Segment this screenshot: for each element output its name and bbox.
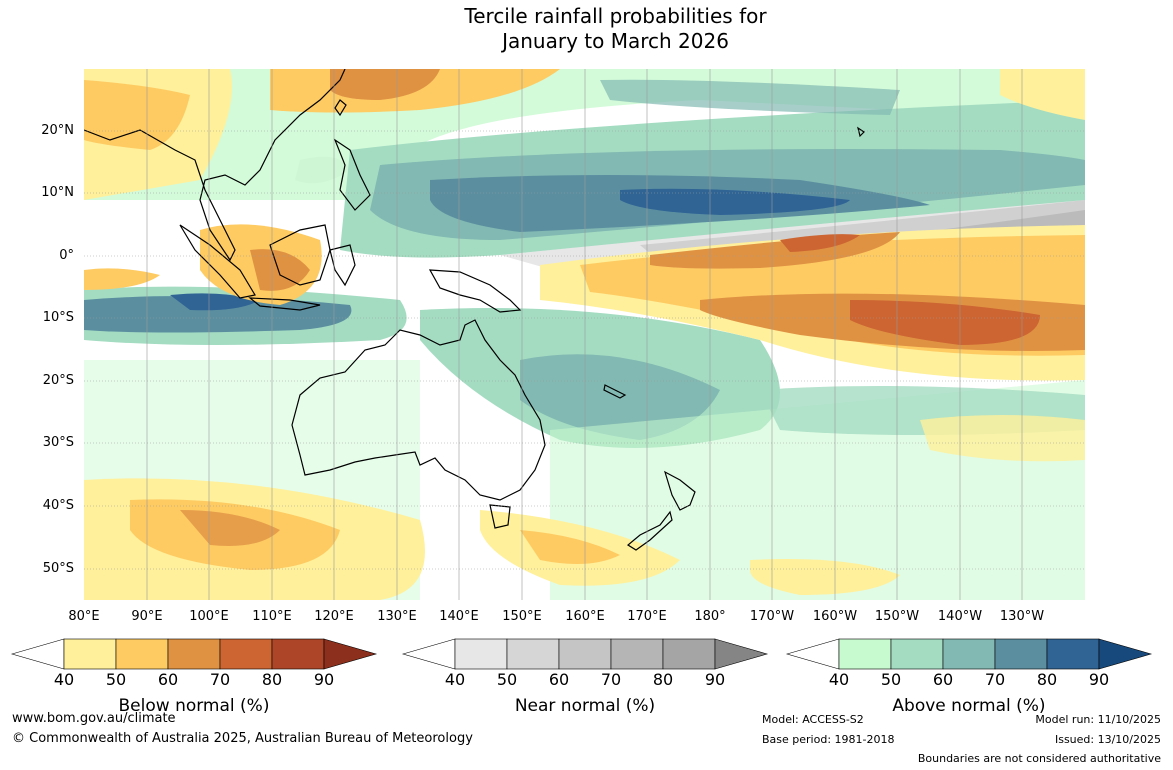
lat-label: 20°S	[42, 373, 74, 388]
lon-label: 90°E	[131, 609, 163, 624]
lat-label: 10°S	[42, 310, 74, 325]
colorbar-under-triangle	[10, 638, 65, 670]
colorbar-under-triangle	[785, 638, 840, 670]
lon-label: 170°W	[749, 609, 795, 624]
colorbar-tick: 80	[652, 670, 674, 689]
colorbar-tick: 70	[984, 670, 1006, 689]
colorbar-swatch	[271, 638, 325, 670]
colorbar-under-triangle	[401, 638, 456, 670]
model-name: Model: ACCESS-S2	[762, 713, 864, 726]
source-url[interactable]: www.bom.gov.au/climate	[12, 711, 176, 726]
graticule	[84, 130, 1085, 570]
near-normal-colorbar	[401, 638, 769, 670]
meridians	[146, 69, 1023, 600]
new-guinea-outline	[428, 269, 522, 313]
lon-label: 150°W	[874, 609, 920, 624]
colorbar-tick: 60	[157, 670, 179, 689]
colorbar-swatch	[167, 638, 221, 670]
colorbar-tick: 40	[828, 670, 850, 689]
lat-label: 40°S	[42, 498, 74, 513]
issued-date: Issued: 13/10/2025	[1054, 733, 1161, 746]
sumatra-outline	[179, 224, 256, 299]
asia-mainland-outline	[84, 69, 346, 262]
title-line-1: Tercile rainfall probabilities for	[464, 4, 767, 28]
lon-label: 110°E	[252, 609, 292, 624]
colorbar-over-triangle	[323, 638, 378, 670]
colorbar-swatch	[890, 638, 944, 670]
colorbar-swatch	[662, 638, 716, 670]
lon-label: 130°W	[999, 609, 1045, 624]
australia-outline	[291, 319, 546, 501]
lat-label: 30°S	[42, 435, 74, 450]
lon-label: 170°E	[627, 609, 667, 624]
colorbar-tick: 80	[261, 670, 283, 689]
lon-label: 160°W	[812, 609, 858, 624]
below-normal-colorbar	[10, 638, 378, 670]
base-period: Base period: 1981-2018	[762, 733, 895, 746]
colorbar-swatch	[506, 638, 560, 670]
colorbar-swatch	[942, 638, 996, 670]
colorbar-tick: 90	[313, 670, 335, 689]
colorbar-tick: 50	[105, 670, 127, 689]
lon-label: 130°E	[377, 609, 417, 624]
below-normal-shading	[84, 69, 1085, 600]
colorbar-tick: 40	[53, 670, 75, 689]
java-outline	[248, 297, 321, 311]
lat-label: 0°	[59, 248, 74, 263]
model-run-date: Model run: 11/10/2025	[1035, 713, 1161, 726]
hawaii-outline	[857, 126, 865, 138]
colorbar-swatch	[63, 638, 117, 670]
colorbar-tick: 80	[1036, 670, 1058, 689]
below-normal-legend-title: Below normal (%)	[118, 696, 270, 716]
colorbar-tick: 60	[548, 670, 570, 689]
colorbar-swatch	[994, 638, 1048, 670]
title-line-2: January to March 2026	[502, 29, 729, 53]
copyright-notice: © Commonwealth of Australia 2025, Austra…	[12, 731, 473, 746]
colorbar-swatch	[558, 638, 612, 670]
colorbar-over-triangle	[1098, 638, 1153, 670]
colorbar-tick: 90	[1088, 670, 1110, 689]
lat-label: 20°N	[41, 123, 74, 138]
lat-label: 10°N	[41, 185, 74, 200]
colorbar-swatch	[1046, 638, 1100, 670]
map-title: Tercile rainfall probabilities for Janua…	[0, 4, 1173, 54]
above-normal-colorbar	[785, 638, 1153, 670]
lon-label: 180°	[694, 609, 726, 624]
new-caledonia-outline	[603, 384, 627, 399]
taiwan-outline	[334, 99, 347, 117]
lon-label: 80°E	[68, 609, 100, 624]
colorbar-tick: 70	[209, 670, 231, 689]
lon-label: 140°E	[439, 609, 479, 624]
lon-label: 150°E	[502, 609, 542, 624]
colorbar-swatch	[610, 638, 664, 670]
near-normal-legend-title: Near normal (%)	[514, 696, 656, 716]
lat-label: 50°S	[42, 561, 74, 576]
philippines-outline	[333, 138, 371, 211]
colorbar-tick: 60	[932, 670, 954, 689]
lon-label: 160°E	[565, 609, 605, 624]
above-normal-legend-title: Above normal (%)	[892, 696, 1046, 716]
colorbar-swatch	[115, 638, 169, 670]
boundaries-disclaimer: Boundaries are not considered authoritat…	[917, 752, 1161, 765]
colorbar-over-triangle	[714, 638, 769, 670]
colorbar-tick: 50	[880, 670, 902, 689]
colorbar-tick: 40	[444, 670, 466, 689]
tasmania-outline	[489, 504, 511, 529]
borneo-outline	[269, 224, 331, 286]
colorbar-tick: 50	[496, 670, 518, 689]
lon-label: 120°E	[314, 609, 354, 624]
new-zealand-south-outline	[626, 510, 673, 551]
lon-label: 100°E	[189, 609, 229, 624]
colorbar-tick: 70	[600, 670, 622, 689]
new-zealand-north-outline	[664, 470, 696, 511]
colorbar-swatch	[219, 638, 273, 670]
colorbar-swatch	[454, 638, 508, 670]
lon-label: 140°W	[937, 609, 983, 624]
colorbar-tick: 90	[704, 670, 726, 689]
rainfall-probability-map	[84, 69, 1085, 600]
colorbar-swatch	[838, 638, 892, 670]
